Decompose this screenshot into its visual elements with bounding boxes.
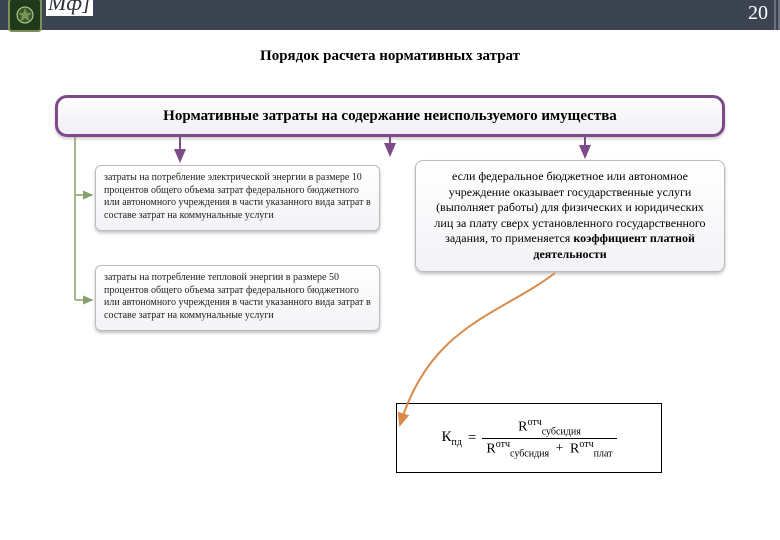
left-box-2-text: затраты на потребление тепловой энергии … bbox=[104, 272, 371, 321]
logo-text: Мф] bbox=[46, 0, 93, 16]
top-bar: Мф] 20 bbox=[0, 0, 780, 30]
emblem-icon bbox=[8, 0, 42, 32]
logo: Мф] bbox=[8, 0, 93, 32]
diagram-canvas: Нормативные затраты на содержание неиспо… bbox=[0, 65, 780, 540]
left-box-1-text: затраты на потребление электрической эне… bbox=[104, 172, 371, 221]
formula-fraction: Rотчсубсидия Rотчсубсидия + Rотчплат bbox=[482, 417, 616, 459]
formula: Кпд = Rотчсубсидия Rотчсубсидия + Rотчпл… bbox=[441, 417, 616, 459]
formula-numerator: Rотчсубсидия bbox=[514, 417, 585, 437]
left-box-2: затраты на потребление тепловой энергии … bbox=[95, 265, 380, 331]
formula-eq: = bbox=[468, 430, 476, 447]
hatch-decor bbox=[774, 0, 780, 30]
main-banner: Нормативные затраты на содержание неиспо… bbox=[55, 95, 725, 137]
formula-box: Кпд = Rотчсубсидия Rотчсубсидия + Rотчпл… bbox=[396, 403, 662, 473]
main-banner-text: Нормативные затраты на содержание неиспо… bbox=[163, 108, 617, 125]
formula-lhs: Кпд bbox=[441, 429, 461, 448]
right-box: если федеральное бюджетное или автономно… bbox=[415, 160, 725, 272]
formula-denominator: Rотчсубсидия + Rотчплат bbox=[482, 439, 616, 459]
page-title: Порядок расчета нормативных затрат bbox=[0, 48, 780, 65]
left-box-1: затраты на потребление электрической эне… bbox=[95, 165, 380, 231]
page-number: 20 bbox=[748, 2, 768, 25]
